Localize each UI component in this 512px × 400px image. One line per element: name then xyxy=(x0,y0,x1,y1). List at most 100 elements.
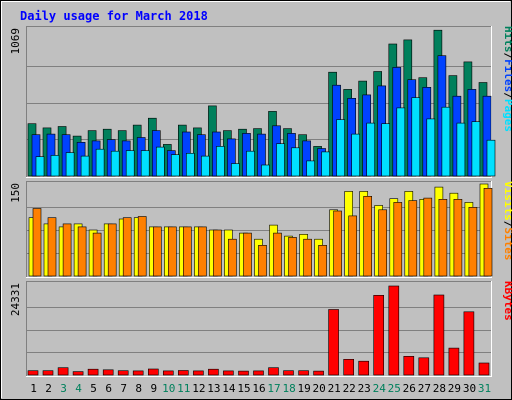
legend-item-pages: Pages xyxy=(502,99,512,132)
bar-sites-13 xyxy=(213,229,222,277)
bar-kbytes-10 xyxy=(163,370,174,376)
bar-pages-2 xyxy=(50,155,60,177)
legend-item-files: Files xyxy=(502,59,512,92)
bar-pages-16 xyxy=(261,164,270,177)
bar-sites-4 xyxy=(77,226,87,277)
x-tick-label-15: 15 xyxy=(237,382,250,395)
bar-kbytes-22 xyxy=(343,358,355,376)
bar-pages-20 xyxy=(321,151,330,177)
bar-pages-17 xyxy=(276,143,285,177)
x-tick-label-26: 26 xyxy=(403,382,416,395)
x-tick-label-14: 14 xyxy=(222,382,236,395)
bar-kbytes-13 xyxy=(208,368,219,376)
bar-sites-3 xyxy=(62,223,72,277)
bar-pages-8 xyxy=(140,150,150,177)
bar-pages-7 xyxy=(125,150,135,177)
bar-pages-12 xyxy=(201,155,210,177)
bar-sites-20 xyxy=(318,245,327,277)
bar-kbytes-15 xyxy=(238,370,249,376)
bar-sites-24 xyxy=(378,209,388,277)
bar-kbytes-17 xyxy=(268,367,279,376)
legend-top: Hits/Files/Pages xyxy=(502,26,512,132)
bar-pages-31 xyxy=(486,139,496,177)
bar-kbytes-4 xyxy=(72,371,84,376)
x-tick-label-16: 16 xyxy=(252,382,265,395)
bar-kbytes-24 xyxy=(373,294,385,376)
legend-bottom: KBytes xyxy=(502,281,512,321)
bar-pages-11 xyxy=(186,153,195,177)
bar-sites-8 xyxy=(137,216,147,277)
panel-bottom: 24331 KBytes xyxy=(9,281,512,377)
bar-pages-1 xyxy=(35,156,45,177)
panel-top: 1069 Hits/Files/Pages xyxy=(9,26,512,178)
bar-pages-28 xyxy=(441,106,451,177)
legend-separator: / xyxy=(502,221,512,228)
x-tick-label-23: 23 xyxy=(358,382,371,395)
bar-sites-23 xyxy=(363,196,373,277)
bar-sites-30 xyxy=(468,207,478,277)
x-tick-label-5: 5 xyxy=(90,382,97,395)
bar-kbytes-30 xyxy=(463,311,475,376)
y-max-label-top: 1069 xyxy=(9,28,22,55)
bar-pages-5 xyxy=(95,148,105,177)
x-tick-label-11: 11 xyxy=(177,382,190,395)
bar-kbytes-25 xyxy=(388,285,400,376)
bar-sites-19 xyxy=(303,238,312,277)
legend-separator: / xyxy=(502,92,512,99)
bar-kbytes-23 xyxy=(358,360,370,376)
x-tick-label-25: 25 xyxy=(388,382,401,395)
bar-pages-25 xyxy=(396,107,406,177)
bar-sites-26 xyxy=(408,200,418,277)
x-tick-label-12: 12 xyxy=(192,382,205,395)
x-axis-labels: 1 2 3 4 5 6 7 8 9 10 11 12 13 14 15 16 17 18 19 20 21 22 23 24 2… xyxy=(30,382,491,395)
legend-item-kbytes: KBytes xyxy=(502,281,512,321)
bar-pages-26 xyxy=(411,97,421,177)
x-tick-label-3: 3 xyxy=(60,382,67,395)
bar-kbytes-21 xyxy=(328,309,339,376)
bar-sites-7 xyxy=(122,217,132,277)
bar-pages-10 xyxy=(171,154,180,177)
bar-kbytes-28 xyxy=(433,294,445,376)
bar-kbytes-8 xyxy=(132,370,144,376)
legend-middle: Visits/Sites xyxy=(502,181,512,261)
bar-pages-23 xyxy=(366,122,376,177)
x-tick-label-29: 29 xyxy=(448,382,461,395)
x-tick-label-18: 18 xyxy=(282,382,295,395)
y-max-label-middle: 150 xyxy=(9,183,22,203)
bar-kbytes-14 xyxy=(223,370,234,376)
bar-pages-14 xyxy=(231,163,240,177)
bar-pages-9 xyxy=(156,146,165,177)
x-tick-label-7: 7 xyxy=(120,382,127,395)
bar-kbytes-7 xyxy=(117,370,129,376)
x-tick-label-21: 21 xyxy=(328,382,341,395)
bar-kbytes-20 xyxy=(313,370,324,376)
bar-kbytes-2 xyxy=(42,370,54,376)
x-tick-label-22: 22 xyxy=(343,382,356,395)
x-tick-label-20: 20 xyxy=(312,382,325,395)
bar-kbytes-19 xyxy=(298,370,309,376)
bar-sites-9 xyxy=(153,226,162,277)
bar-pages-19 xyxy=(306,160,315,177)
x-tick-label-24: 24 xyxy=(373,382,387,395)
bar-kbytes-11 xyxy=(178,370,189,376)
bar-sites-28 xyxy=(438,199,448,277)
bar-sites-17 xyxy=(273,232,282,277)
bar-sites-5 xyxy=(92,232,102,277)
y-max-label-bottom: 24331 xyxy=(9,283,22,316)
bar-pages-4 xyxy=(80,155,90,177)
bar-kbytes-5 xyxy=(87,368,99,376)
bar-pages-24 xyxy=(381,123,391,177)
bar-kbytes-18 xyxy=(283,370,294,376)
bar-pages-15 xyxy=(246,150,255,177)
bar-sites-21 xyxy=(333,210,342,277)
bar-pages-21 xyxy=(336,119,345,177)
bar-pages-27 xyxy=(426,118,436,177)
bar-sites-18 xyxy=(288,237,297,277)
chart-panels: 1069 Hits/Files/Pages 150 Visits/Sites 24331… xyxy=(9,26,512,377)
bar-kbytes-26 xyxy=(403,355,415,376)
bar-pages-6 xyxy=(110,150,120,177)
x-tick-label-31: 31 xyxy=(478,382,491,395)
bar-kbytes-9 xyxy=(148,368,159,376)
bar-sites-15 xyxy=(243,232,252,277)
bar-kbytes-16 xyxy=(253,370,264,376)
